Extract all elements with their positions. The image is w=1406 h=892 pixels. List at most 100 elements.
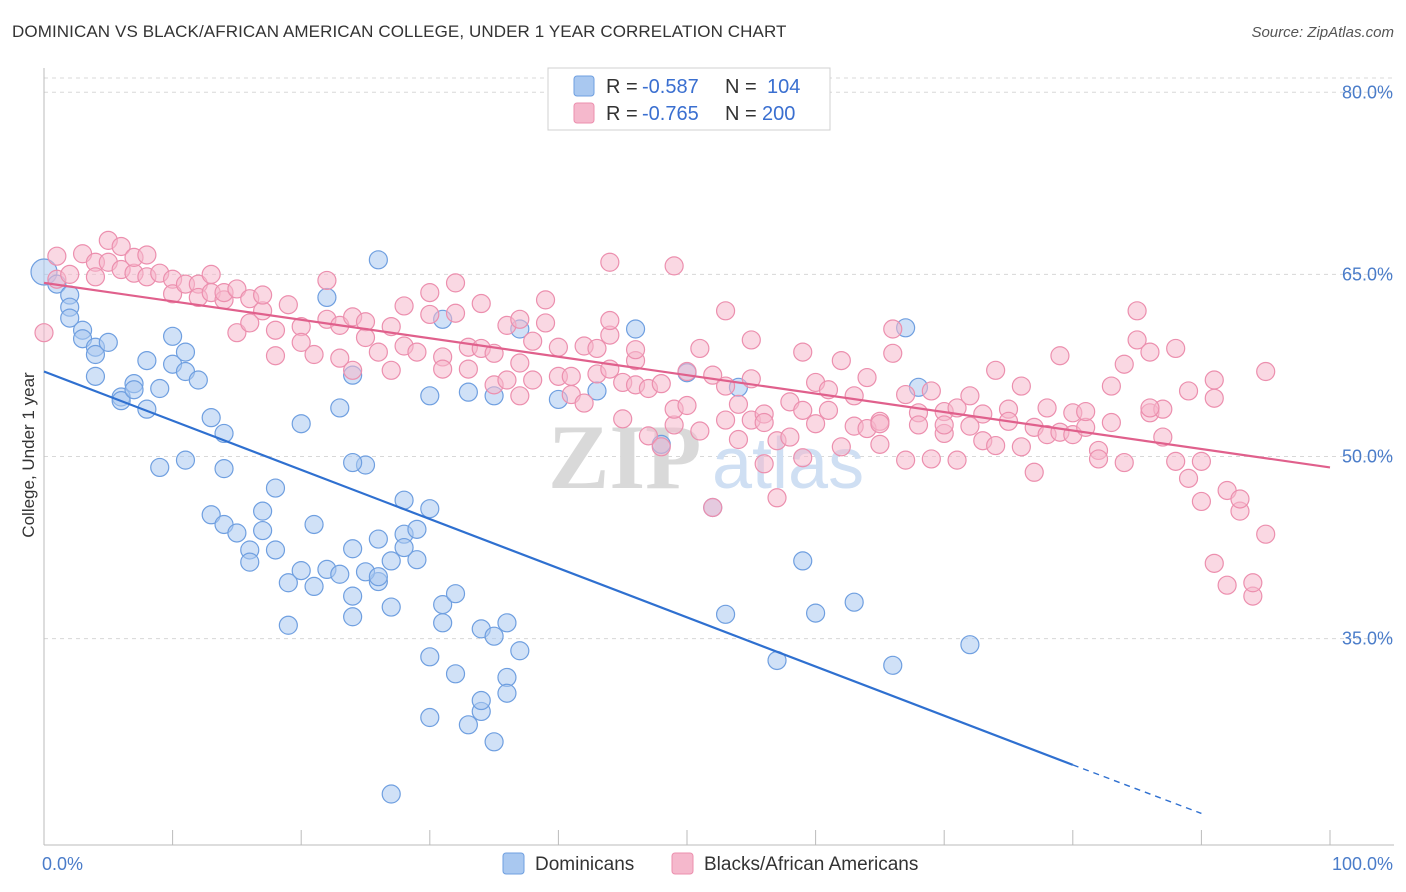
blacks-point-184	[741, 330, 761, 350]
dominicans-point-102	[317, 287, 337, 308]
blacks-point-115	[831, 350, 851, 371]
blacks-point-26	[227, 279, 247, 299]
dominicans-point-67	[484, 626, 504, 646]
dominicans-point-45	[343, 607, 363, 627]
blacks-point-28	[240, 313, 260, 333]
blacks-point-160	[1114, 452, 1134, 473]
bottom-legend-label-dominicans: Dominicans	[535, 854, 634, 875]
dominicans-point-77	[381, 784, 401, 804]
dominicans-point-81	[420, 386, 440, 406]
blacks-point-50	[407, 342, 427, 362]
blacks-point-174	[1204, 553, 1224, 573]
series-dominicans	[30, 250, 980, 804]
blacks-point-46	[381, 360, 401, 380]
dominicans-point-46	[343, 586, 363, 606]
dominicans-point-37	[278, 573, 298, 593]
dominicans-point-57	[407, 550, 427, 570]
blacks-point-36	[304, 344, 324, 365]
dominicans-point-47	[291, 414, 311, 434]
blacks-point-158	[1101, 412, 1121, 433]
blacks-point-181	[1256, 524, 1276, 544]
blacks-point-147	[1037, 398, 1057, 418]
dominicans-point-35	[265, 478, 286, 498]
blacks-point-193	[600, 310, 620, 331]
blacks-point-9	[111, 236, 131, 257]
y-tick-label-65: 65.0%	[1342, 264, 1393, 284]
y-axis-label: College, Under 1 year	[19, 372, 38, 538]
blacks-point-67	[523, 331, 543, 351]
blacks-point-162	[1127, 330, 1147, 350]
dominicans-point-61	[445, 664, 466, 684]
dominicans-point-27	[214, 459, 234, 479]
dominicans-point-63	[433, 613, 453, 633]
dominicans-point-28	[201, 505, 221, 525]
blacks-point-170	[1178, 468, 1199, 488]
blacks-point-2	[47, 246, 67, 266]
blacks-point-92	[677, 395, 697, 416]
blacks-point-33	[278, 295, 298, 315]
dominicans-point-83	[458, 382, 478, 402]
y-tick-label-50: 50.0%	[1342, 447, 1393, 467]
dominicans-point-4	[60, 308, 80, 328]
blacks-point-143	[1011, 437, 1031, 457]
legend-n-label-1: N =	[725, 76, 762, 98]
dominicans-point-34	[253, 520, 273, 541]
blacks-point-176	[1217, 575, 1237, 595]
blacks-point-140	[986, 360, 1006, 380]
blacks-point-128	[908, 415, 929, 435]
blacks-point-144	[1011, 376, 1031, 396]
bottom-legend-swatch-blacks	[671, 852, 694, 875]
blacks-point-25	[227, 323, 247, 343]
legend-n-value-1: 104	[767, 76, 800, 98]
blacks-point-159	[1114, 354, 1134, 374]
blacks-point-182	[1256, 361, 1276, 382]
dominicans-point-68	[497, 613, 517, 633]
dominicans-point-36	[265, 540, 286, 560]
legend-swatch-blacks	[573, 102, 595, 124]
blacks-point-194	[510, 309, 530, 329]
dominicans-point-40	[304, 576, 324, 597]
blacks-point-118	[844, 386, 864, 406]
blacks-point-37	[317, 270, 337, 291]
dominicans-point-44	[343, 539, 363, 559]
blacks-point-113	[818, 400, 839, 420]
blacks-point-169	[1178, 381, 1199, 401]
blacks-point-63	[497, 370, 517, 390]
dominicans-point-16	[137, 350, 157, 371]
blacks-point-129	[921, 381, 941, 401]
blacks-point-167	[1166, 451, 1186, 471]
blacks-point-185	[793, 342, 813, 362]
blacks-point-120	[857, 367, 877, 388]
blacks-point-45	[368, 342, 388, 362]
blacks-point-99	[728, 394, 749, 414]
dominicans-point-64	[458, 715, 478, 735]
blacks-point-30	[253, 285, 273, 305]
blacks-point-178	[1230, 489, 1250, 509]
blacks-point-188	[870, 414, 890, 434]
blacks-point-69	[535, 290, 556, 310]
blacks-point-135	[960, 416, 980, 436]
blacks-point-112	[805, 414, 826, 434]
dominicans-point-98	[883, 655, 903, 675]
dominicans-point-78	[394, 537, 414, 558]
dominicans-point-43	[330, 564, 350, 584]
y-tick-labels: 35.0% 50.0% 65.0% 80.0%	[1342, 82, 1393, 648]
blacks-point-130	[921, 449, 941, 469]
legend-r-label-2: R =	[606, 103, 643, 125]
blacks-point-95	[703, 497, 723, 518]
blacks-point-165	[1153, 427, 1173, 447]
blacks-point-107	[780, 427, 800, 447]
dominicans-point-30	[227, 523, 247, 543]
blacks-point-59	[471, 293, 491, 314]
dominicans-point-88	[625, 319, 646, 339]
blacks-point-123	[883, 319, 903, 339]
blacks-point-172	[1191, 451, 1212, 471]
bottom-legend: Dominicans Blacks/African Americans	[502, 852, 918, 875]
blacks-point-180	[1243, 573, 1263, 593]
blacks-point-70	[535, 313, 556, 333]
dominicans-point-38	[278, 615, 298, 635]
blacks-point-71	[548, 337, 569, 357]
blacks-point-51	[420, 304, 440, 325]
dominicans-point-8	[85, 344, 106, 365]
blacks-point-154	[1076, 401, 1096, 422]
